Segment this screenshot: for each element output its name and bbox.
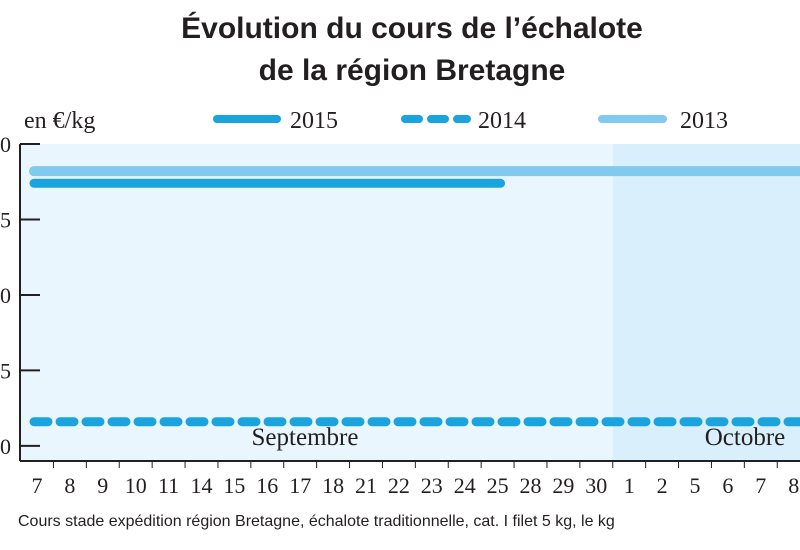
x-tick-label-4: 11 bbox=[158, 473, 179, 498]
band-septembre bbox=[20, 144, 613, 461]
x-tick-label-11: 22 bbox=[388, 473, 410, 498]
legend-label-2015: 2015 bbox=[290, 108, 338, 134]
x-tick-label-21: 6 bbox=[722, 473, 733, 498]
x-tick-label-3: 10 bbox=[125, 473, 147, 498]
x-tick-label-10: 21 bbox=[355, 473, 377, 498]
legend: 2015 2014 2013 bbox=[213, 108, 728, 134]
x-tick-label-13: 24 bbox=[454, 473, 476, 498]
month-label-1: Septembre bbox=[252, 424, 359, 451]
source-note: Cours stade expédition région Bretagne, … bbox=[18, 513, 615, 530]
x-tick-label-9: 18 bbox=[322, 473, 344, 498]
y-tick-label-2: 0 bbox=[0, 283, 11, 308]
legend-label-2014: 2014 bbox=[478, 108, 526, 134]
x-tick-label-14: 25 bbox=[487, 473, 509, 498]
legend-label-2013: 2013 bbox=[680, 108, 728, 134]
series-layer bbox=[29, 166, 800, 427]
x-tick-label-18: 1 bbox=[624, 473, 635, 498]
x-tick-label-20: 5 bbox=[690, 473, 701, 498]
x-tick-label-5: 14 bbox=[191, 473, 213, 498]
x-tick-label-19: 2 bbox=[657, 473, 668, 498]
plot-area: Septembre Octobre bbox=[20, 144, 800, 461]
x-tick-label-22: 7 bbox=[755, 473, 766, 498]
y-tick-label-0: 0 bbox=[0, 132, 11, 157]
band-octobre bbox=[612, 144, 800, 461]
y-tick-label-4: 0 bbox=[0, 434, 11, 459]
x-tick-label-8: 17 bbox=[289, 473, 311, 498]
x-tick-label-1: 8 bbox=[64, 473, 75, 498]
x-tick-label-15: 28 bbox=[520, 473, 542, 498]
x-tick-label-12: 23 bbox=[421, 473, 443, 498]
y-tick-label-1: 5 bbox=[0, 207, 11, 232]
x-tick-label-16: 29 bbox=[552, 473, 574, 498]
x-tick-label-7: 16 bbox=[256, 473, 278, 498]
x-tick-label-17: 30 bbox=[585, 473, 607, 498]
x-tick-label-0: 7 bbox=[32, 473, 43, 498]
x-tick-label-23: 8 bbox=[788, 473, 799, 498]
chart-title: Évolution du cours de l’échalote bbox=[181, 11, 643, 45]
x-tick-label-6: 15 bbox=[223, 473, 245, 498]
y-tick-label-3: 5 bbox=[0, 358, 11, 383]
x-tick-label-2: 9 bbox=[97, 473, 108, 498]
month-label-2: Octobre bbox=[705, 424, 786, 451]
chart-subtitle: de la région Bretagne bbox=[259, 54, 566, 87]
y-axis-unit-label: en €/kg bbox=[24, 108, 95, 134]
